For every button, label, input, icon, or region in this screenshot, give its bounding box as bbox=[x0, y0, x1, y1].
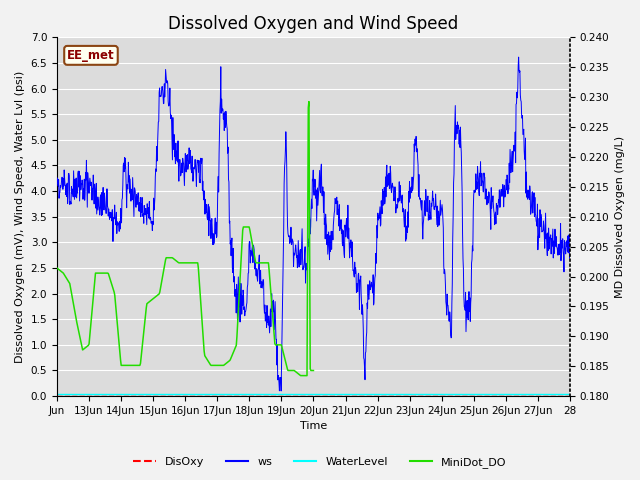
Y-axis label: Dissolved Oxygen (mV), Wind Speed, Water Lvl (psi): Dissolved Oxygen (mV), Wind Speed, Water… bbox=[15, 71, 25, 363]
X-axis label: Time: Time bbox=[300, 421, 327, 432]
Legend: DisOxy, ws, WaterLevel, MiniDot_DO: DisOxy, ws, WaterLevel, MiniDot_DO bbox=[129, 452, 511, 472]
Title: Dissolved Oxygen and Wind Speed: Dissolved Oxygen and Wind Speed bbox=[168, 15, 459, 33]
Text: EE_met: EE_met bbox=[67, 49, 115, 62]
Y-axis label: MD Dissolved Oxygen (mg/L): MD Dissolved Oxygen (mg/L) bbox=[615, 136, 625, 298]
